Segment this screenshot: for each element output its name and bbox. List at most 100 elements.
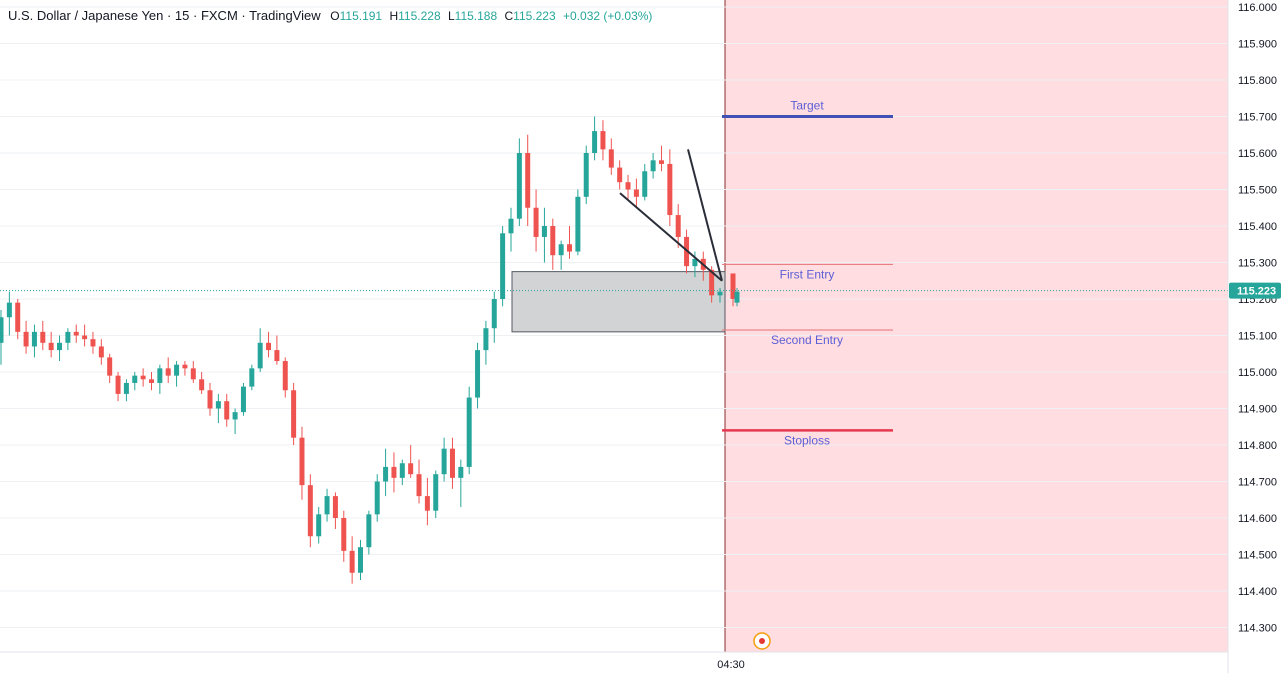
candle-body[interactable] [633, 189, 639, 197]
candle-body[interactable] [408, 463, 414, 475]
candle-body[interactable] [734, 291, 740, 303]
candle-body[interactable] [567, 244, 573, 252]
zone-rectangle[interactable] [511, 271, 726, 333]
candle-body[interactable] [625, 182, 631, 190]
candle-body[interactable] [349, 550, 355, 573]
candle-body[interactable] [558, 244, 564, 256]
candle-body[interactable] [274, 350, 280, 362]
candle-body[interactable] [190, 368, 196, 380]
candle-body[interactable] [215, 401, 221, 409]
candle-body[interactable] [366, 514, 372, 548]
price-tick-label: 115.700 [1238, 112, 1277, 124]
candle-body[interactable] [341, 518, 347, 551]
candle-body[interactable] [600, 131, 606, 150]
candle-body[interactable] [240, 386, 246, 413]
candle-body[interactable] [441, 448, 447, 475]
candle-body[interactable] [458, 466, 464, 478]
candle-body[interactable] [199, 379, 205, 391]
candle-body[interactable] [65, 331, 71, 343]
candle-body[interactable] [15, 302, 21, 332]
candle-body[interactable] [709, 269, 715, 296]
candle-body[interactable] [433, 474, 439, 511]
candle-body[interactable] [0, 317, 4, 343]
candle-body[interactable] [48, 342, 54, 351]
candle-body[interactable] [491, 299, 497, 329]
candle-body[interactable] [57, 342, 63, 351]
candle-body[interactable] [98, 346, 104, 358]
candle-body[interactable] [508, 218, 514, 234]
candle-body[interactable] [6, 302, 12, 318]
candle-body[interactable] [449, 448, 455, 478]
candle-body[interactable] [466, 397, 472, 467]
candle-body[interactable] [182, 364, 188, 369]
candle-body[interactable] [157, 368, 163, 383]
candle-body[interactable] [299, 437, 305, 486]
candle-body[interactable] [324, 496, 330, 515]
time-axis[interactable]: 04:30 [0, 632, 1228, 672]
candle-body[interactable] [583, 153, 589, 197]
candle-body[interactable] [207, 390, 213, 409]
candle-body[interactable] [374, 481, 380, 515]
candle-body[interactable] [148, 379, 154, 383]
candle-body[interactable] [23, 331, 29, 347]
candle-body[interactable] [692, 258, 698, 267]
candles[interactable] [0, 116, 740, 584]
candle-body[interactable] [31, 331, 37, 347]
candle-body[interactable] [550, 226, 556, 256]
candle-body[interactable] [383, 466, 389, 482]
trend-lines[interactable] [619, 149, 723, 282]
candle-body[interactable] [650, 160, 656, 172]
candle-body[interactable] [232, 412, 238, 420]
candle-body[interactable] [123, 382, 129, 394]
candle-body[interactable] [475, 350, 481, 398]
last-price-badge[interactable] [1229, 282, 1281, 299]
candle-body[interactable] [500, 233, 506, 299]
candle-body[interactable] [165, 368, 171, 376]
candle-body[interactable] [332, 496, 338, 518]
price-tick-label: 116.000 [1238, 2, 1277, 14]
candle-body[interactable] [307, 485, 313, 537]
trend-line-lower[interactable] [619, 192, 723, 282]
candle-body[interactable] [541, 226, 547, 237]
candle-body[interactable] [717, 291, 723, 296]
candle-body[interactable] [82, 335, 88, 340]
candle-body[interactable] [174, 364, 180, 376]
candle-body[interactable] [642, 171, 648, 197]
candle-body[interactable] [424, 496, 430, 511]
candle-body[interactable] [132, 375, 138, 383]
candle-body[interactable] [391, 466, 397, 478]
candle-body[interactable] [140, 375, 146, 380]
level-lines[interactable]: Target First Entry Second Entry Stoploss [0, 99, 1228, 448]
candle-body[interactable] [224, 401, 230, 420]
candle-body[interactable] [575, 196, 581, 252]
candle-body[interactable] [282, 361, 288, 391]
candle-body[interactable] [399, 463, 405, 478]
candle-body[interactable] [316, 514, 322, 537]
candle-body[interactable] [73, 331, 79, 336]
candle-body[interactable] [483, 328, 489, 351]
candle-body[interactable] [416, 474, 422, 497]
candle-body[interactable] [592, 131, 598, 153]
candle-body[interactable] [257, 342, 263, 369]
candle-body[interactable] [115, 375, 121, 394]
candle-body[interactable] [249, 368, 255, 387]
price-axis[interactable]: 116.000 115.900 115.800 115.700 115.600 115.5… [1227, 0, 1281, 673]
candle-body[interactable] [40, 331, 46, 343]
candle-body[interactable] [667, 163, 673, 216]
demand-zone[interactable] [511, 271, 726, 333]
candle-body[interactable] [358, 547, 363, 573]
candle-body[interactable] [675, 215, 681, 237]
candle-body[interactable] [533, 207, 539, 237]
candle-body[interactable] [658, 160, 664, 164]
candle-body[interactable] [291, 390, 297, 438]
candle-body[interactable] [516, 153, 522, 219]
candle-body[interactable] [525, 153, 531, 208]
candle-body[interactable] [608, 149, 614, 168]
candle-body[interactable] [266, 342, 272, 351]
candle-body[interactable] [107, 357, 113, 376]
candle-body[interactable] [90, 339, 96, 347]
candle-body[interactable] [730, 273, 736, 299]
trend-line-upper[interactable] [687, 149, 723, 282]
candle-body[interactable] [617, 167, 623, 183]
